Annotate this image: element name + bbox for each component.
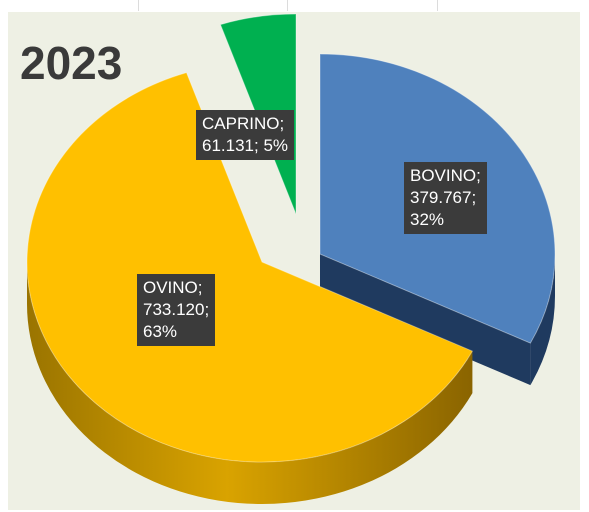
data-label-line: BOVINO;: [410, 166, 481, 185]
pie-slice-side: [530, 254, 555, 386]
data-label-line: 61.131; 5%: [202, 136, 289, 155]
pie-slice-ovino: [26, 72, 474, 504]
data-label-ovino: OVINO; 733.120; 63%: [137, 274, 216, 346]
data-label-line: 733.120;: [143, 300, 210, 319]
data-label-caprino: CAPRINO; 61.131; 5%: [196, 110, 295, 160]
data-label-bovino: BOVINO; 379.767; 32%: [404, 162, 487, 234]
pie-slice-wall: [320, 254, 531, 386]
gridline: [437, 0, 438, 11]
pie-slice-side: [27, 262, 473, 504]
data-label-line: 63%: [143, 322, 178, 341]
data-label-line: OVINO;: [143, 278, 203, 297]
chart-title: 2023: [20, 37, 123, 89]
gridline: [138, 0, 139, 11]
pie-slice-top: [26, 72, 474, 463]
data-label-line: 379.767;: [410, 188, 477, 207]
data-label-line: 32%: [410, 210, 445, 229]
data-label-line: CAPRINO;: [202, 114, 285, 133]
gridline: [287, 0, 288, 11]
